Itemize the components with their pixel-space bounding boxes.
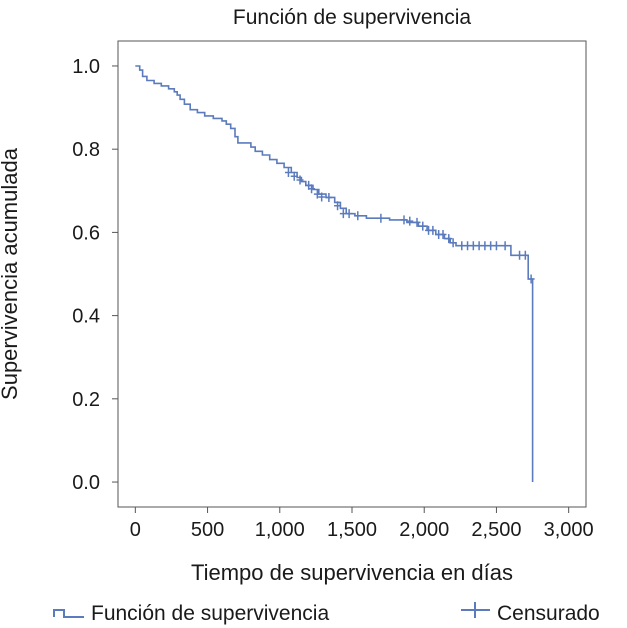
legend-label-survival: Función de supervivencia [91,602,329,625]
censored-marker [429,225,437,235]
legend-plus-swatch [461,602,490,618]
x-axis-label: Tiempo de supervivencia en días [191,560,513,585]
censored-marker [296,175,304,185]
censored-marker [527,274,535,284]
censored-marker [313,189,321,199]
censored-marker [325,192,333,202]
x-tick-label: 500 [191,519,224,541]
y-tick-label: 0.4 [72,306,100,328]
legend-item-censored: Censurado [461,602,600,625]
censored-marker [439,229,447,239]
x-tick-label: 2,500 [471,519,521,541]
x-tick-label: 0 [130,519,141,541]
legend-label-censored: Censurado [497,602,600,625]
censored-marker [449,238,457,248]
censored-marker [345,209,353,219]
y-axis: 0.0 0.2 0.4 0.6 0.8 1.0 [72,56,118,494]
censored-marker [318,192,326,202]
censored-marker [377,213,385,223]
censored-marker [413,217,421,227]
x-tick-label: 1,500 [327,519,377,541]
x-tick-label: 2,000 [399,519,449,541]
y-tick-label: 0.6 [72,222,100,244]
censored-marker [284,167,292,177]
censored-marker [419,221,427,231]
y-tick-label: 1.0 [72,56,100,78]
censored-marker [406,216,414,226]
censored-marker [400,215,408,225]
censored-markers [284,167,535,284]
censored-marker [290,171,298,181]
chart-title: Función de supervivencia [233,6,471,29]
y-tick-label: 0.0 [72,472,100,494]
censored-marker [354,211,362,221]
survival-function-line [135,65,534,482]
censored-marker [445,234,453,244]
y-tick-label: 0.2 [72,389,100,411]
x-tick-label: 3,000 [544,519,594,541]
legend: Función de supervivencia Censurado [53,602,600,625]
x-tick-label: 1,000 [255,519,305,541]
legend-item-survival: Función de supervivencia [53,602,329,625]
x-axis: 0 500 1,000 1,500 2,000 2,500 3,000 [130,507,594,541]
censored-marker [521,250,529,260]
censored-marker [334,201,342,211]
censored-marker [492,241,500,251]
plot-frame [117,40,587,508]
legend-line-swatch [53,609,84,618]
y-axis-label: Supervivencia acumulada [0,147,22,400]
censored-marker [501,241,509,251]
y-tick-label: 0.8 [72,139,100,161]
censored-marker [308,184,316,194]
